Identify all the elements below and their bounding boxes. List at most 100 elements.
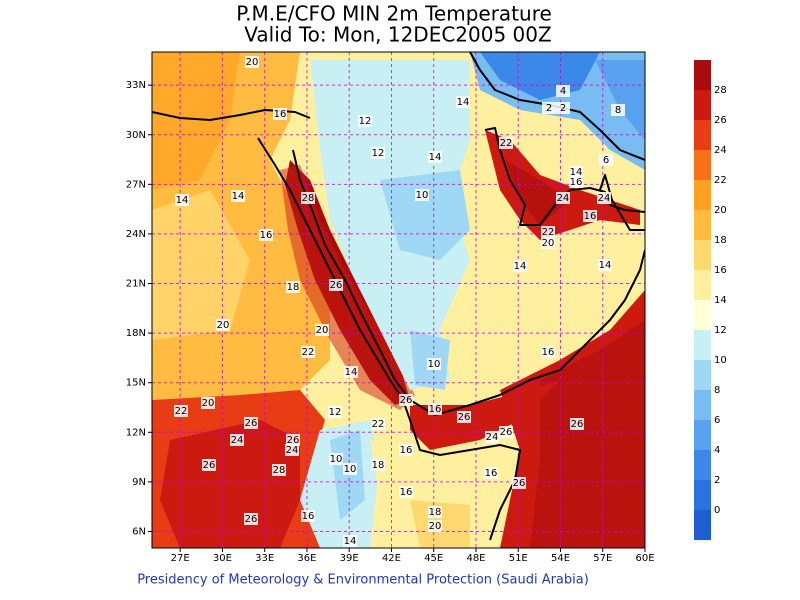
- y-tick-label: 30N: [126, 130, 146, 141]
- contour-label: 12: [359, 116, 372, 127]
- colorbar-swatch: [694, 270, 711, 300]
- y-tick-label: 9N: [132, 477, 146, 488]
- contour-label: 18: [429, 507, 442, 518]
- graticule: [152, 52, 645, 548]
- colorbar-label: 4: [714, 445, 720, 456]
- contour-label-bg: [428, 403, 442, 415]
- colorbar-label: 8: [714, 385, 720, 396]
- contour-label: 22: [500, 138, 513, 149]
- contour-label-bg: [301, 510, 315, 522]
- colorbar-label: 16: [714, 265, 727, 276]
- colorbar-swatch: [694, 150, 711, 180]
- contour-label-bg: [301, 346, 315, 358]
- contour-label-bg: [344, 366, 358, 378]
- contour-label-bg: [598, 259, 612, 271]
- colorbar-label: 28: [714, 85, 727, 96]
- contour-label-bg: [244, 417, 258, 429]
- y-tick-label: 15N: [126, 378, 146, 389]
- map-frame: [151, 51, 646, 549]
- y-tick-label: 12N: [126, 427, 146, 438]
- contour-label-bg: [399, 394, 413, 406]
- colorbar-swatch: [694, 60, 711, 90]
- colorbar-swatch: [694, 120, 711, 150]
- colorbar-label: 0: [714, 505, 720, 516]
- contour-label: 14: [514, 261, 527, 272]
- contour-label: 2: [546, 103, 552, 114]
- contour-label-bg: [456, 96, 470, 108]
- contour-label: 26: [245, 514, 258, 525]
- contour-label: 26: [203, 460, 216, 471]
- contour-label-bg: [583, 210, 597, 222]
- y-tick-label: 33N: [126, 80, 146, 91]
- contour-label: 16: [584, 211, 597, 222]
- x-tick-label: 48E: [466, 553, 485, 564]
- contour-label: 20: [316, 325, 329, 336]
- contour-label: 10: [344, 464, 357, 475]
- colorbar-label: 20: [714, 205, 727, 216]
- y-tick-label: 27N: [126, 179, 146, 190]
- colorbar-swatch: [694, 330, 711, 360]
- contour-label: 28: [273, 465, 286, 476]
- contour-label-bg: [175, 194, 189, 206]
- colorbar-label: 6: [714, 415, 720, 426]
- x-tick-label: 54E: [551, 553, 570, 564]
- contour-label-bg: [541, 237, 555, 249]
- colorbar-label: 14: [714, 295, 727, 306]
- contour-label: 24: [598, 193, 611, 204]
- contour-label: 22: [175, 406, 188, 417]
- colorbar-swatch: [694, 240, 711, 270]
- contour-label-bg: [484, 467, 498, 479]
- contour-label: 14: [232, 191, 245, 202]
- contour-label: 22: [542, 227, 555, 238]
- contour-label: 26: [287, 435, 300, 446]
- colorbar-label: 22: [714, 175, 727, 186]
- x-tick-label: 33E: [255, 553, 274, 564]
- colorbar-label: 18: [714, 235, 727, 246]
- contour-label: 6: [603, 155, 609, 166]
- contour-label-bg: [371, 459, 385, 471]
- contour-label: 20: [246, 57, 259, 68]
- contour-label: 16: [400, 487, 413, 498]
- contour-label: 22: [372, 419, 385, 430]
- contour-label-bg: [202, 459, 216, 471]
- contour-label-bg: [599, 154, 613, 166]
- contour-label-bg: [428, 520, 442, 532]
- contour-label-bg: [415, 189, 429, 201]
- contour-label-bg: [513, 260, 527, 272]
- contour-label-bg: [216, 319, 230, 331]
- contour-label: 16: [400, 445, 413, 456]
- contour-label: 16: [542, 347, 555, 358]
- contour-label-bg: [328, 406, 342, 418]
- x-tick-label: 36E: [297, 553, 316, 564]
- x-tick-label: 57E: [593, 553, 612, 564]
- contour-label-bg: [541, 346, 555, 358]
- y-tick-label: 24N: [126, 229, 146, 240]
- contour-label-bg: [485, 431, 499, 443]
- contour-label-bg: [611, 104, 625, 116]
- contour-label-bg: [245, 56, 259, 68]
- contour-label: 24: [557, 193, 570, 204]
- contour-label-bg: [230, 434, 244, 446]
- contour-label-bg: [273, 108, 287, 120]
- contour-label: 20: [542, 238, 555, 249]
- x-tick-label: 45E: [424, 553, 443, 564]
- contour-label: 26: [330, 280, 343, 291]
- contour-label: 14: [345, 367, 358, 378]
- colorbar-swatch: [694, 180, 711, 210]
- contour-label-bg: [428, 506, 442, 518]
- contour-label: 14: [599, 260, 612, 271]
- contour-label-bg: [286, 281, 300, 293]
- colorbar-swatch: [694, 300, 711, 330]
- contour-label: 4: [560, 86, 566, 97]
- contour-label: 8: [615, 105, 621, 116]
- colorbar-swatch: [694, 390, 711, 420]
- contour-label: 14: [570, 167, 583, 178]
- contour-label-bg: [556, 85, 570, 97]
- y-tick-label: 18N: [126, 328, 146, 339]
- contour-label-bg: [231, 190, 245, 202]
- colorbar-swatch: [694, 90, 711, 120]
- contour-label: 14: [344, 536, 357, 547]
- contour-label: 26: [400, 395, 413, 406]
